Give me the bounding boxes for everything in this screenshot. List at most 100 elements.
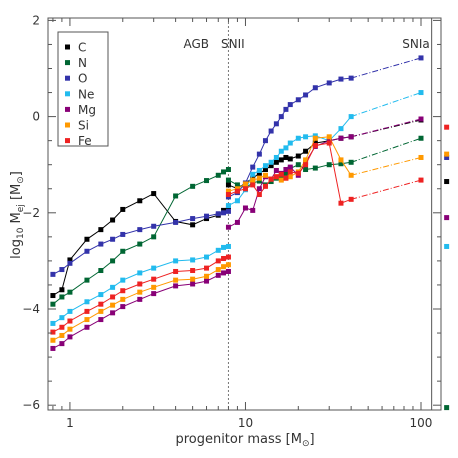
data-point-fe-snii [418, 177, 424, 183]
data-point-o-snii [250, 164, 256, 170]
data-point-mg-agb [151, 291, 157, 297]
data-point-fe-agb [190, 268, 196, 274]
data-point-o-snia [444, 154, 450, 160]
plot-frame [47, 17, 442, 411]
data-point-c-snii [287, 156, 293, 162]
data-point-fe-snii [268, 176, 274, 182]
data-point-c-agb [120, 206, 126, 212]
data-point-si-snii [225, 188, 231, 194]
data-point-si-agb [137, 289, 143, 295]
legend-label-c: C [78, 41, 86, 55]
data-point-si-agb [225, 262, 231, 268]
data-point-fe-agb [120, 288, 126, 294]
y-tick-label: −2 [22, 206, 40, 220]
data-point-si-agb [215, 267, 221, 273]
data-point-ne-snii [262, 163, 268, 169]
series-mg-extrapolation [351, 118, 422, 138]
data-point-fe-agb [151, 276, 157, 282]
series-mg [50, 116, 450, 351]
x-axis-label-close: ] [309, 432, 314, 447]
data-point-ne-snii [338, 126, 344, 132]
data-point-o-agb [204, 213, 210, 219]
data-point-n-agb [59, 294, 65, 300]
data-point-n-snii [303, 167, 309, 173]
legend-marker-mg [65, 106, 70, 112]
y-tick-label: 0 [32, 110, 40, 124]
data-point-si-snii [278, 177, 284, 183]
data-point-si-agb [98, 308, 104, 314]
data-point-n-snii [295, 162, 301, 168]
data-point-n-agb [137, 241, 143, 247]
data-point-ne-agb [190, 257, 196, 263]
data-point-n-snii [312, 165, 318, 171]
data-point-mg-snii [348, 134, 354, 140]
data-point-n-agb [84, 277, 90, 283]
data-point-si-snii [303, 157, 309, 163]
data-point-o-agb [84, 248, 90, 254]
data-point-c-snii [262, 167, 268, 173]
data-point-ne-agb [225, 243, 231, 249]
data-point-si-snii [287, 174, 293, 180]
data-point-o-agb [110, 236, 116, 242]
data-point-si-snii [312, 135, 318, 141]
data-point-o-agb [221, 210, 227, 216]
data-point-c-snii [283, 154, 289, 160]
legend-label-mg: Mg [78, 103, 96, 117]
data-point-mg-snia [444, 215, 450, 221]
data-point-fe-snii [287, 169, 293, 175]
data-point-mg-agb [190, 281, 196, 287]
y-axis-label-close: ] [9, 171, 24, 176]
data-point-mg-agb [50, 345, 56, 351]
data-point-fe-snii [283, 175, 289, 181]
data-point-o-snii [278, 114, 284, 120]
data-point-fe-snii [242, 186, 248, 192]
data-point-fe-snii [273, 174, 279, 180]
data-point-si-agb [151, 284, 157, 290]
ticks-layer: 2 0 −2 −4 −6 1 10 100 [22, 13, 441, 430]
data-point-c-agb [67, 257, 73, 263]
data-point-o-snii [268, 128, 274, 134]
series-c [50, 117, 450, 299]
data-point-si-snii [262, 172, 268, 178]
data-point-ne-snii [303, 134, 309, 140]
data-point-ne-snii [225, 203, 231, 209]
data-point-si-agb [204, 273, 210, 279]
data-point-fe-agb [98, 301, 104, 307]
data-point-n-agb [67, 289, 73, 295]
data-point-o-snii [256, 151, 262, 157]
data-point-mg-snii [256, 186, 262, 192]
data-point-n-agb [204, 178, 210, 184]
data-point-c-snii [225, 182, 231, 188]
data-point-n-agb [151, 234, 157, 240]
data-point-n-agb [225, 167, 231, 173]
y-tick-label: −4 [22, 302, 40, 316]
data-point-c-snii [278, 157, 284, 163]
data-point-mg-snii [287, 164, 293, 170]
data-point-si-snii [326, 134, 332, 140]
data-point-o-agb [173, 219, 179, 225]
data-point-fe-agb [215, 258, 221, 264]
data-point-o-agb [151, 223, 157, 229]
data-point-ne-agb [84, 299, 90, 305]
series-n [50, 135, 450, 411]
series-fe [50, 124, 450, 335]
data-point-si-agb [84, 317, 90, 323]
data-point-o-agb [225, 208, 231, 214]
data-point-mg-agb [204, 278, 210, 284]
data-point-n-agb [98, 268, 104, 274]
data-point-ne-agb [98, 292, 104, 298]
data-point-n-snii [338, 161, 344, 167]
data-point-ne-agb [67, 308, 73, 314]
data-point-si-snii [256, 175, 262, 181]
data-point-si-agb [67, 326, 73, 332]
data-point-fe-agb [67, 318, 73, 324]
data-point-o-snii [418, 55, 424, 61]
y-axis-label: log10 Mej [M⊙] [9, 171, 26, 259]
data-point-ne-snii [295, 135, 301, 141]
data-point-n-agb [120, 248, 126, 254]
data-point-c-agb [110, 217, 116, 223]
data-point-o-snii [303, 92, 309, 98]
data-point-mg-agb [98, 317, 104, 323]
y-tick-label: 2 [32, 13, 40, 27]
